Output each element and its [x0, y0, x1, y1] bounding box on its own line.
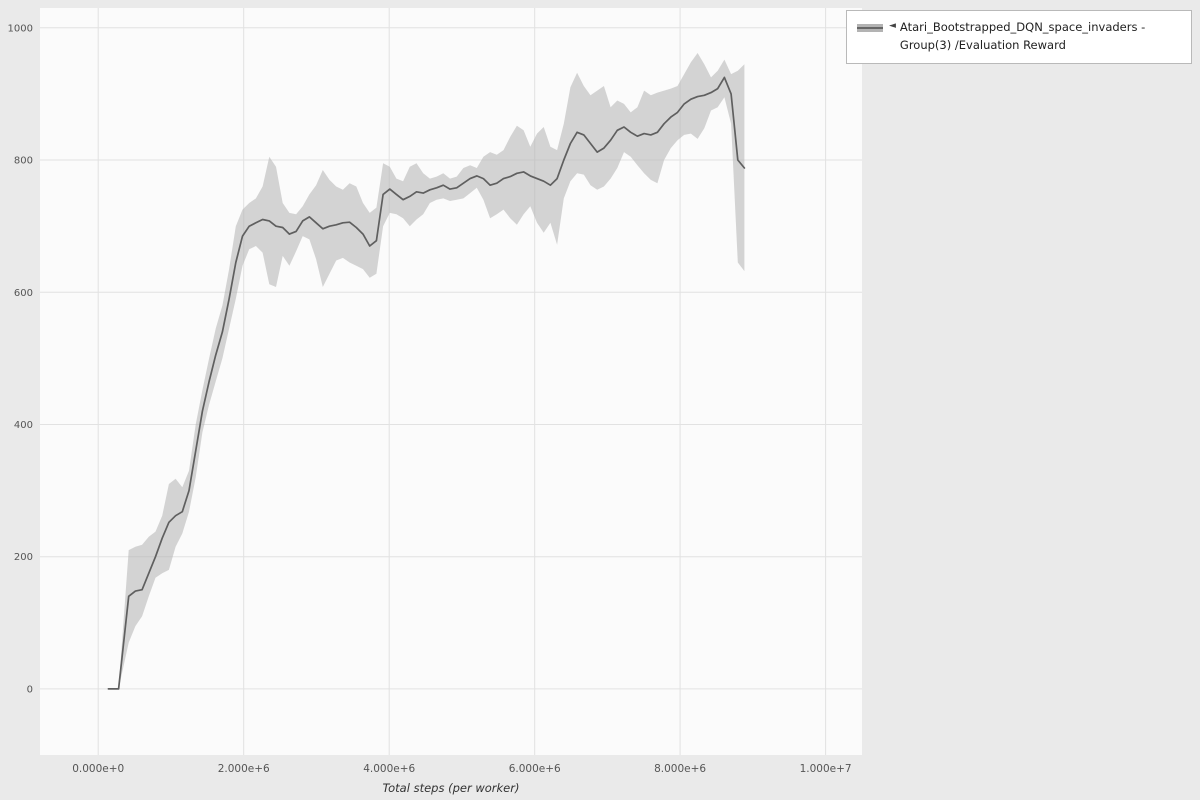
- x-tick-label: 0.000e+0: [72, 763, 124, 775]
- legend: ◄ Atari_Bootstrapped_DQN_space_invaders …: [846, 10, 1192, 64]
- y-tick-label: 1000: [8, 23, 33, 34]
- x-axis-title: Total steps (per worker): [382, 781, 520, 795]
- y-tick-label: 200: [14, 552, 33, 563]
- plot-area: [40, 8, 862, 755]
- y-tick-label: 0: [27, 684, 33, 695]
- legend-label: Atari_Bootstrapped_DQN_space_invaders - …: [899, 20, 1146, 52]
- legend-collapse-icon[interactable]: ◄: [889, 21, 896, 31]
- series-band-swatch-icon: [857, 22, 883, 40]
- x-tick-label: 6.000e+6: [509, 763, 561, 775]
- x-tick-label: 1.000e+7: [800, 763, 852, 775]
- y-tick-label: 400: [14, 420, 33, 431]
- mean-line: [107, 76, 746, 690]
- legend-item[interactable]: ◄ Atari_Bootstrapped_DQN_space_invaders …: [857, 19, 1181, 55]
- x-tick-label: 2.000e+6: [218, 763, 270, 775]
- y-tick-label: 800: [14, 156, 33, 167]
- x-tick-label: 4.000e+6: [363, 763, 415, 775]
- y-tick-label: 600: [14, 288, 33, 299]
- x-tick-label: 8.000e+6: [654, 763, 706, 775]
- confidence-band: [108, 53, 745, 689]
